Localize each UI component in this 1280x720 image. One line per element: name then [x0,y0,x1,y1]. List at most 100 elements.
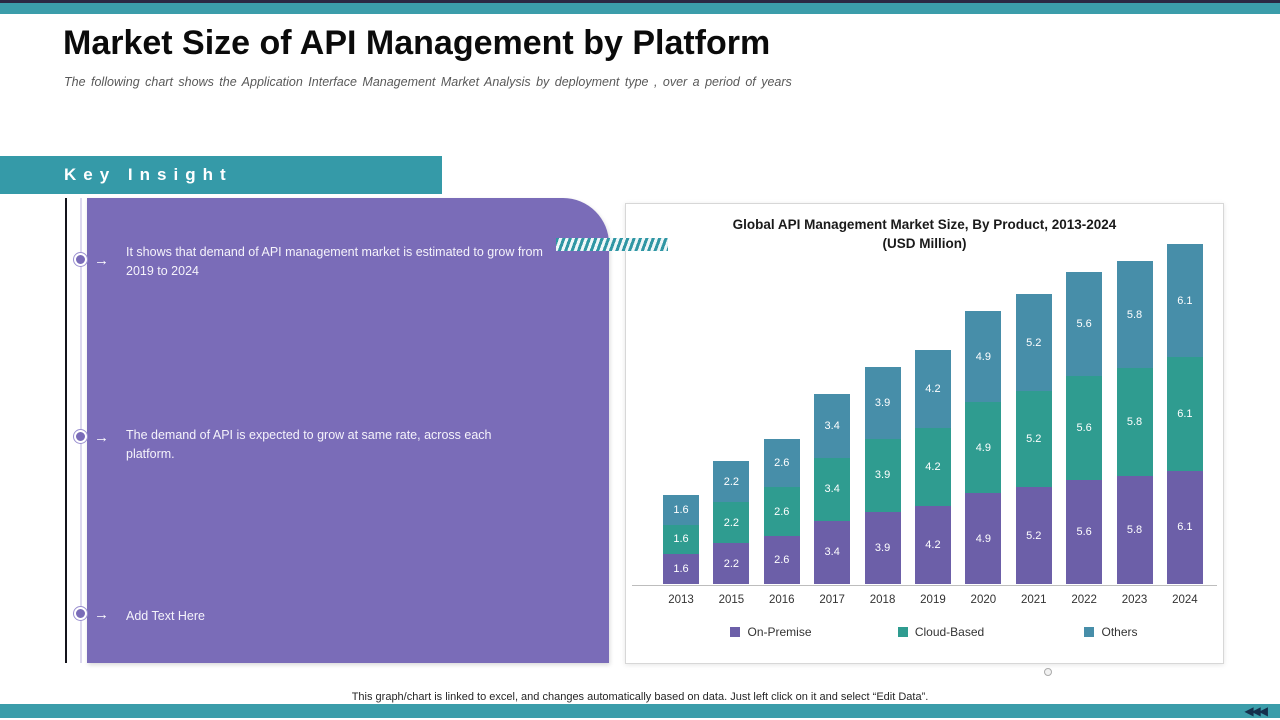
bar-value-label: 5.8 [1126,308,1143,321]
bar-value-label: 2.2 [723,475,740,488]
insight-panel [87,198,609,663]
key-insight-banner: Key Insight [0,156,442,194]
bar-segment-others-2019: 4.2 [914,350,951,428]
bar-value-label: 5.6 [1076,526,1092,538]
x-axis-label-2016: 2016 [768,594,795,606]
bar-value-label: 4.2 [925,383,941,395]
x-axis-label-2023: 2023 [1121,594,1148,606]
bar-segment-cloud-based-2017: 3.4 [814,457,851,521]
bar-value-label: 3.9 [874,469,891,482]
bar-stack-2013: 1.6 1.6 1.6 [663,494,699,584]
bar-segment-others-2017: 3.4 [814,394,851,458]
legend-swatch-on-premise [730,627,741,637]
resize-handle[interactable] [1044,668,1052,676]
bar-value-label: 5.6 [1076,318,1092,330]
legend-swatch-others [1084,627,1095,637]
key-insight-heading: Key Insight [64,165,233,184]
bar-segment-on-premise-2020: 4.9 [965,493,1002,584]
legend-item-on-premise: On-Premise [686,625,856,639]
x-axis-label-2018: 2018 [869,594,896,606]
milestone-dot-3 [74,607,87,620]
milestone-dot-2 [74,430,87,443]
x-axis-label-2019: 2019 [920,594,946,606]
x-axis-label-2022: 2022 [1071,594,1097,606]
bar-segment-cloud-based-2015: 2.2 [713,502,750,544]
x-axis-label-2021: 2021 [1020,594,1047,606]
bar-value-label: 1.6 [673,533,689,546]
bar-segment-others-2018: 3.9 [864,366,901,439]
bar-value-label: 2.6 [774,553,790,566]
bar-value-label: 5.8 [1126,416,1143,429]
legend-item-others: Others [1026,625,1196,639]
bar-value-label: 3.4 [824,420,840,433]
bar-value-label: 6.1 [1177,294,1193,307]
legend-item-cloud-based: Cloud-Based [856,625,1026,639]
bar-segment-cloud-based-2020: 4.9 [965,402,1002,493]
chart-legend: On-Premise Cloud-Based Others [686,625,1196,639]
bar-segment-cloud-based-2013: 1.6 [663,524,699,555]
bar-stack-2023: 5.8 5.8 5.8 [1116,260,1153,584]
nav-arrows-icon[interactable]: ◀◀◀ [1244,704,1268,718]
bar-stack-2018: 3.9 3.9 3.9 [864,366,901,584]
bar-stack-2021: 5.2 5.2 5.2 [1015,294,1052,584]
legend-label: Others [1101,625,1138,639]
bar-segment-on-premise-2024: 6.1 [1166,470,1203,584]
bar-segment-others-2020: 4.9 [965,311,1002,402]
bar-segment-others-2016: 2.6 [763,439,800,488]
page-title: Market Size of API Management by Platfor… [63,24,771,62]
x-axis-label-2013: 2013 [668,594,694,606]
x-axis-label-2020: 2020 [970,594,997,606]
arrow-right-icon: → [94,606,109,623]
bar-segment-others-2013: 1.6 [663,494,699,525]
bar-segment-on-premise-2017: 3.4 [814,520,851,584]
bar-segment-on-premise-2019: 4.2 [914,506,951,584]
insight-bullet-placeholder[interactable]: Add Text Here [126,609,205,623]
chart-title: Global API Management Market Size, By Pr… [732,217,1117,232]
bar-stack-2020: 4.9 4.9 4.9 [965,311,1002,584]
x-axis-label-2017: 2017 [819,594,845,606]
bar-segment-cloud-based-2016: 2.6 [763,487,800,536]
bar-value-label: 4.2 [925,539,941,551]
chart-panel[interactable]: Global API Management Market Size, By Pr… [625,203,1224,664]
bottom-accent-strip [0,704,1280,718]
bar-stack-2024: 6.1 6.1 6.1 [1166,244,1203,584]
bar-segment-on-premise-2013: 1.6 [663,554,699,584]
bar-segment-on-premise-2021: 5.2 [1015,487,1052,584]
bar-segment-others-2021: 5.2 [1015,294,1052,391]
legend-label: On-Premise [747,625,812,639]
bar-segment-cloud-based-2023: 5.8 [1116,368,1153,477]
bar-segment-cloud-based-2021: 5.2 [1015,390,1052,488]
insight-bullet-1: It shows that demand of API management m… [126,245,543,278]
bar-segment-cloud-based-2022: 5.6 [1066,376,1103,480]
hatch-decoration [556,238,668,251]
bar-stack-2017: 3.4 3.4 3.4 [814,394,851,584]
bar-segment-on-premise-2016: 2.6 [763,535,800,584]
legend-label: Cloud-Based [914,625,985,639]
insight-bullet-2: The demand of API is expected to grow at… [126,428,492,461]
x-axis-label-2024: 2024 [1172,594,1198,606]
bar-stack-2016: 2.6 2.6 2.6 [763,439,800,584]
x-axis-labels: 2013 2015 2016 2017 2018 2019 2020 2021 2022 2023… [663,594,1203,606]
bar-segment-cloud-based-2018: 3.9 [864,439,901,512]
bar-value-label: 4.9 [975,441,991,454]
chart-subtitle: (USD Million) [882,236,967,251]
bar-value-label: 4.9 [975,350,991,363]
bar-segment-others-2015: 2.2 [713,461,750,503]
milestone-dot-1 [74,253,87,266]
bar-stack-2019: 4.2 4.2 4.2 [914,350,951,584]
bar-value-label: 2.2 [723,516,740,529]
x-axis-line [632,585,1217,586]
footer-note: This graph/chart is linked to excel, and… [351,691,929,703]
bar-stack-2015: 2.2 2.2 2.2 [713,461,750,584]
bar-value-label: 2.2 [723,557,740,570]
bar-segment-on-premise-2015: 2.2 [713,543,750,584]
bar-value-label: 3.9 [874,541,891,554]
bar-value-label: 3.4 [824,546,840,559]
page-subtitle: The following chart shows the Applicatio… [64,75,792,89]
bar-value-label: 4.9 [975,532,991,545]
bar-value-label: 5.8 [1126,524,1143,537]
bar-value-label: 3.9 [874,396,891,409]
bar-value-label: 5.2 [1026,336,1042,349]
chart-title-block: Global API Management Market Size, By Pr… [626,215,1223,253]
